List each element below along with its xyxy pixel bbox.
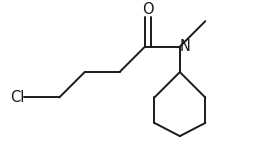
Text: Cl: Cl — [10, 90, 24, 105]
Text: O: O — [142, 2, 154, 17]
Text: N: N — [180, 39, 191, 54]
